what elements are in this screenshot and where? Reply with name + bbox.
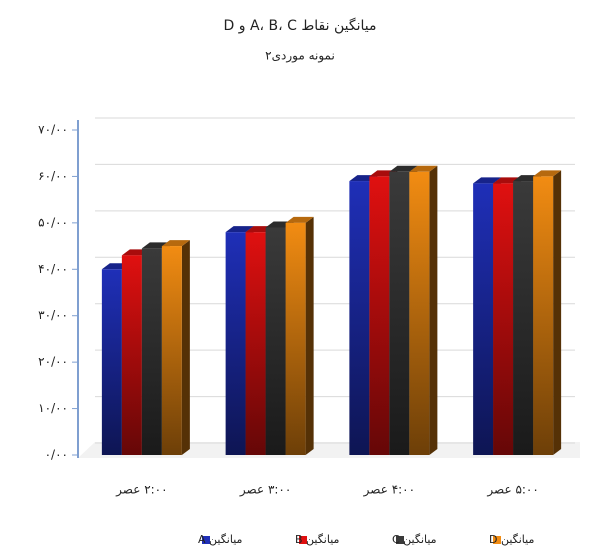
legend-swatch (299, 536, 307, 544)
bar (285, 222, 306, 455)
bar-top (161, 240, 190, 247)
x-tick-label: ۴:۰۰ عصر (363, 483, 415, 498)
legend-label: میانگین A (198, 533, 243, 546)
y-tick-label: ۶۰/۰۰ (38, 169, 68, 183)
bar-side (429, 165, 438, 456)
legend-label: میانگین B (295, 533, 340, 546)
chart-subtitle: نمونه موردی۲ (265, 49, 335, 64)
bar (473, 183, 494, 455)
bar-side (305, 216, 314, 455)
bar-top (473, 177, 502, 184)
bar-top (285, 216, 314, 223)
x-tick-label: ۲:۰۰ عصر (115, 483, 167, 498)
bar (389, 171, 410, 456)
bar (533, 176, 554, 455)
chart-title: میانگین نقاط A، B، C و D (224, 17, 377, 34)
y-tick-label: ۰/۰۰ (45, 448, 68, 462)
bar (513, 181, 534, 456)
bar-top (409, 165, 438, 172)
y-tick-label: ۳۰/۰۰ (38, 308, 68, 322)
bar-top (225, 226, 254, 233)
legend-swatch (396, 536, 404, 544)
legend-swatch (493, 536, 501, 544)
bar (121, 255, 142, 455)
bar (101, 269, 122, 455)
bar (349, 181, 370, 456)
bar (265, 227, 286, 455)
bar-top (533, 170, 562, 177)
bar (161, 246, 182, 455)
y-tick-label: ۱۰/۰۰ (38, 401, 68, 415)
bar-top (389, 165, 418, 172)
y-tick-label: ۷۰/۰۰ (38, 123, 68, 137)
bar (369, 176, 390, 455)
floor (78, 442, 580, 458)
legend-label: میانگین D (489, 533, 534, 546)
bar-side (553, 170, 562, 455)
bar (409, 171, 430, 456)
bar (225, 232, 246, 455)
bar (245, 232, 266, 455)
bar (493, 183, 514, 455)
y-tick-label: ۲۰/۰۰ (38, 355, 68, 369)
x-tick-label: ۳:۰۰ عصر (239, 483, 291, 498)
legend-label: میانگین C (392, 533, 437, 546)
x-tick-label: ۵:۰۰ عصر (486, 483, 538, 498)
legend-swatch (202, 536, 210, 544)
bar (141, 248, 162, 455)
y-tick-label: ۵۰/۰۰ (38, 215, 68, 229)
bar-side (181, 240, 190, 455)
y-tick-label: ۴۰/۰۰ (38, 262, 68, 276)
